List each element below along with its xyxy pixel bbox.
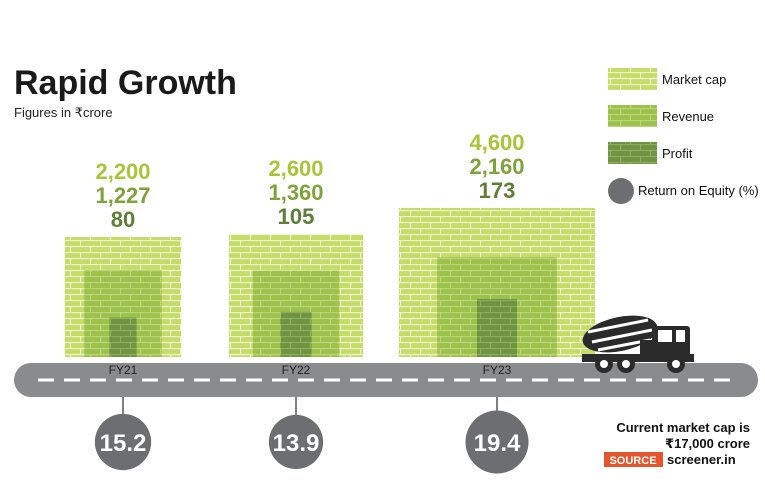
value-label-revenue-fy23: 2,160 <box>469 154 524 179</box>
value-label-market-cap-fy21: 2,200 <box>95 159 150 184</box>
roe-circle-fy22 <box>268 414 324 470</box>
source-tag: SOURCE <box>609 455 656 467</box>
bar-profit-fy23 <box>477 299 517 357</box>
value-label-profit-fy22: 105 <box>278 204 315 229</box>
category-label-fy21: FY21 <box>109 363 138 377</box>
category-labels: FY21 FY22 FY23 <box>109 363 512 377</box>
source-tag-background <box>604 452 663 467</box>
bar-profit-fy21 <box>109 317 137 357</box>
legend-label-revenue: Revenue <box>662 109 714 124</box>
value-label-revenue-fy21: 1,227 <box>95 183 150 208</box>
page-title: Rapid Growth <box>14 64 237 102</box>
roe-circle-fy23 <box>465 410 529 474</box>
legend-swatch-revenue <box>608 105 657 127</box>
market-cap-note-line1: Current market cap is <box>616 420 750 435</box>
value-label-profit-fy21: 80 <box>111 207 135 232</box>
page-subtitle: Figures in ₹crore <box>14 105 113 120</box>
value-label-market-cap-fy22: 2,600 <box>268 156 323 181</box>
value-label-profit-fy23: 173 <box>479 178 516 203</box>
legend-swatch-profit <box>608 142 657 164</box>
source-text: screener.in <box>667 452 736 467</box>
cement-mixer-truck-icon <box>582 315 694 373</box>
road <box>14 363 758 397</box>
roe-label-fy21: 15.2 <box>100 430 147 457</box>
roe-circles: 15.2 13.9 19.4 <box>94 410 529 474</box>
legend-swatch-return-on-equity <box>608 178 634 204</box>
category-label-fy22: FY22 <box>282 363 311 377</box>
roe-label-fy22: 13.9 <box>273 430 320 457</box>
legend-label-profit: Profit <box>662 146 693 161</box>
roe-label-fy23: 19.4 <box>474 430 521 457</box>
market-cap-note-line2: ₹17,000 crore <box>665 436 750 451</box>
category-label-fy23: FY23 <box>483 363 512 377</box>
legend: Market cap Revenue Profit Return on Equity … <box>608 68 759 204</box>
legend-label-return-on-equity: Return on Equity (%) <box>638 183 759 198</box>
legend-label-market-cap: Market cap <box>662 72 726 87</box>
legend-swatch-market-cap <box>608 68 657 90</box>
bar-profit-fy22 <box>280 311 312 357</box>
roe-circle-fy21 <box>94 413 152 471</box>
value-label-market-cap-fy23: 4,600 <box>469 130 524 155</box>
value-label-revenue-fy22: 1,360 <box>268 180 323 205</box>
bars <box>64 208 595 357</box>
